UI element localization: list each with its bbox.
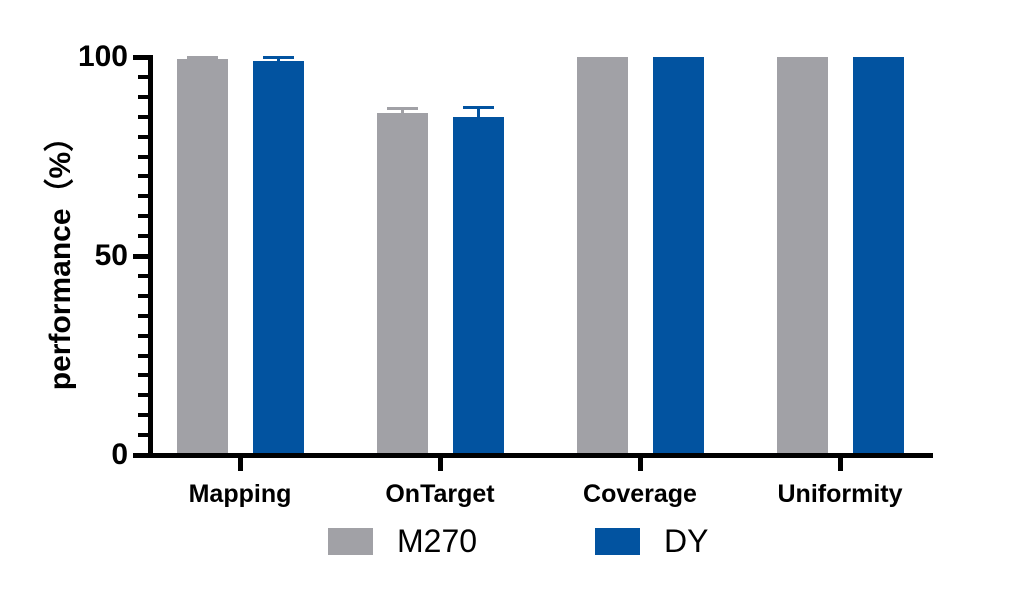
y-major-tick (133, 254, 148, 259)
y-axis-line (148, 55, 153, 458)
y-minor-tick (138, 333, 148, 338)
y-minor-tick (138, 273, 148, 278)
bar-m270-uniformity (777, 57, 828, 455)
legend-item-m270: M270 (328, 524, 477, 558)
legend-swatch-dy (595, 527, 641, 555)
y-major-tick (133, 55, 148, 60)
error-bar-stem (277, 57, 280, 63)
bar-m270-coverage (577, 57, 628, 455)
legend-item-dy: DY (595, 523, 709, 559)
y-minor-tick (138, 234, 148, 239)
x-category-label-ontarget: OnTarget (385, 480, 495, 508)
x-major-tick (638, 458, 643, 471)
y-axis-title: performance（%） (44, 121, 77, 391)
x-category-label-coverage: Coverage (583, 480, 697, 508)
y-minor-tick (138, 413, 148, 418)
y-minor-tick (138, 313, 148, 318)
bar-m270-mapping (177, 59, 228, 455)
y-minor-tick (138, 194, 148, 199)
y-minor-tick (138, 214, 148, 219)
y-major-tick (133, 453, 148, 458)
y-minor-tick (138, 154, 148, 159)
error-bar-cap (187, 56, 218, 59)
y-minor-tick (138, 74, 148, 79)
y-tick-label: 50 (94, 239, 128, 272)
y-minor-tick (138, 94, 148, 99)
x-category-label-uniformity: Uniformity (777, 480, 903, 508)
legend-label-m270: M270 (397, 523, 478, 559)
error-bar-cap (463, 106, 494, 110)
error-bar-cap (263, 56, 294, 60)
error-bar-cap (387, 106, 418, 110)
bar-dy-ontarget (453, 117, 504, 455)
x-major-tick (238, 458, 243, 471)
y-tick-label: 0 (111, 438, 128, 471)
error-bar-stem (201, 57, 204, 62)
bar-dy-coverage (653, 57, 704, 455)
y-minor-tick (138, 433, 148, 438)
y-minor-tick (138, 134, 148, 139)
y-minor-tick (138, 373, 148, 378)
y-minor-tick (138, 353, 148, 358)
x-category-label-mapping: Mapping (188, 480, 292, 508)
bar-dy-mapping (253, 60, 304, 455)
legend-label-dy: DY (664, 523, 709, 559)
x-axis-line (148, 453, 933, 458)
legend-swatch-m270 (328, 527, 373, 555)
bar-dy-uniformity (853, 57, 904, 455)
chart-legend: M270 DY (328, 524, 709, 558)
error-bar-stem (477, 107, 480, 120)
y-minor-tick (138, 174, 148, 179)
y-minor-tick (138, 393, 148, 398)
y-minor-tick (138, 293, 148, 298)
bar-m270-ontarget (377, 112, 428, 455)
y-tick-label: 100 (77, 40, 128, 73)
x-major-tick (838, 458, 843, 471)
error-bar-stem (401, 107, 404, 115)
x-major-tick (438, 458, 443, 471)
y-minor-tick (138, 114, 148, 119)
